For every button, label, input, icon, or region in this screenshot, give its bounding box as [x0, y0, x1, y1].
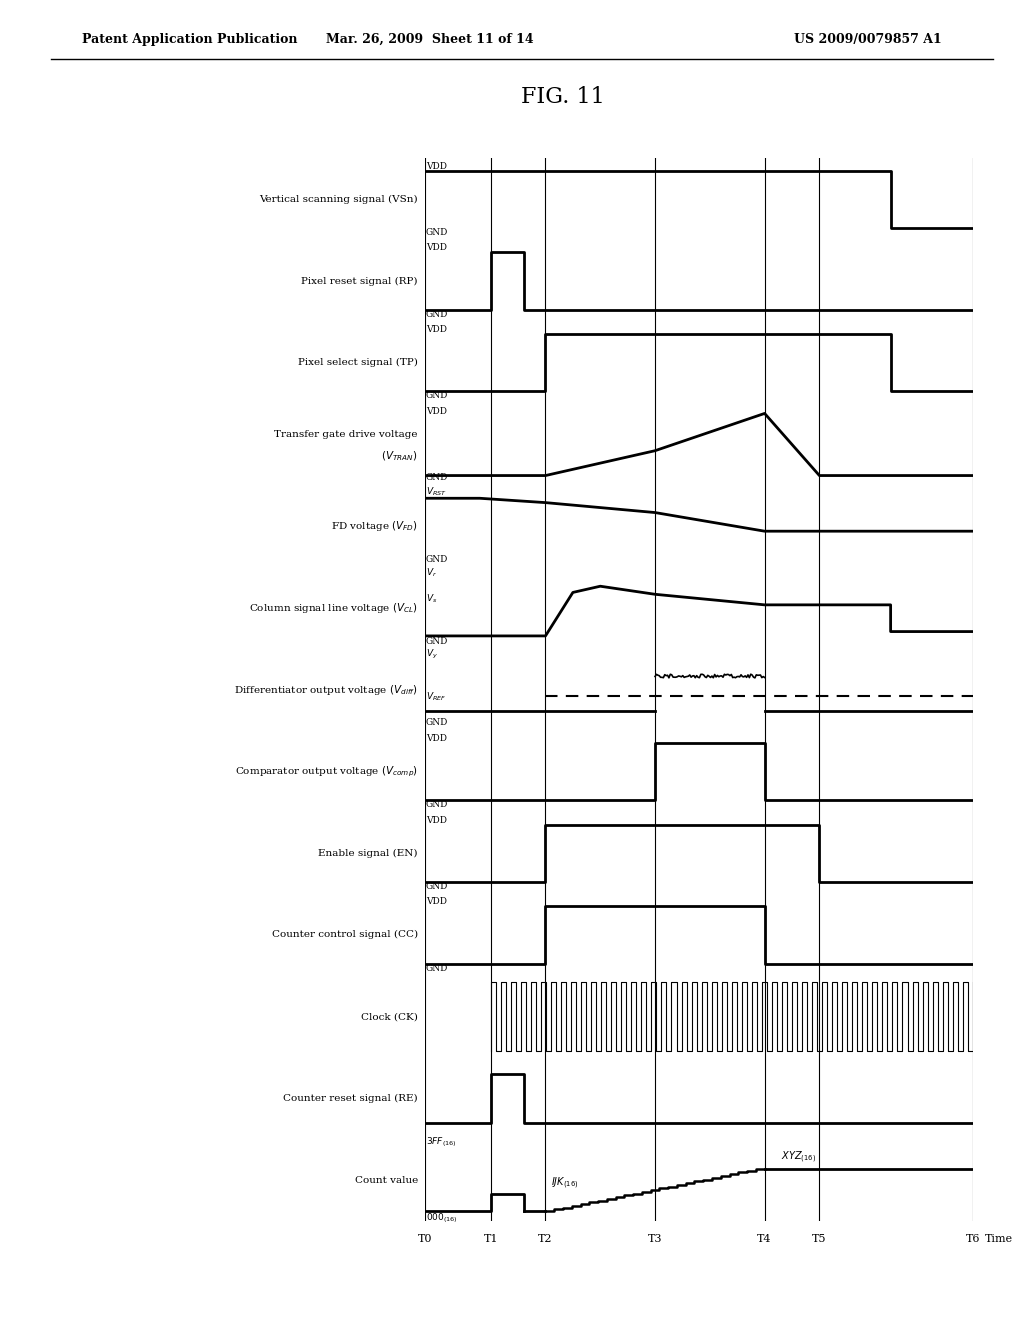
Text: Comparator output voltage $(V_{comp})$: Comparator output voltage $(V_{comp})$	[234, 764, 418, 779]
Text: $IJK_{(16)}$: $IJK_{(16)}$	[551, 1176, 579, 1191]
Text: Transfer gate drive voltage: Transfer gate drive voltage	[274, 430, 418, 440]
Text: Clock (CK): Clock (CK)	[360, 1012, 418, 1022]
Text: Vertical scanning signal (VSn): Vertical scanning signal (VSn)	[259, 195, 418, 203]
Text: $(V_{TRAN})$: $(V_{TRAN})$	[381, 450, 418, 463]
Text: FIG. 11: FIG. 11	[521, 86, 605, 108]
Text: Enable signal (EN): Enable signal (EN)	[318, 849, 418, 858]
Text: $V_{REF}$: $V_{REF}$	[426, 690, 446, 702]
Text: Counter control signal (CC): Counter control signal (CC)	[271, 931, 418, 940]
Text: Column signal line voltage $(V_{CL})$: Column signal line voltage $(V_{CL})$	[249, 601, 418, 615]
Text: GND: GND	[426, 473, 449, 482]
Text: GND: GND	[426, 310, 449, 318]
Text: Count value: Count value	[354, 1176, 418, 1184]
Text: VDD: VDD	[426, 407, 447, 416]
Text: $000_{(16)}$: $000_{(16)}$	[426, 1212, 458, 1225]
Text: US 2009/0079857 A1: US 2009/0079857 A1	[795, 33, 942, 46]
Text: VDD: VDD	[426, 325, 447, 334]
Text: VDD: VDD	[426, 243, 447, 252]
Text: GND: GND	[426, 718, 449, 727]
Text: $V_s$: $V_s$	[426, 593, 437, 605]
Text: Patent Application Publication: Patent Application Publication	[82, 33, 297, 46]
Text: $3FF_{(16)}$: $3FF_{(16)}$	[426, 1135, 457, 1150]
Text: T0: T0	[418, 1234, 432, 1245]
Text: Time: Time	[985, 1234, 1013, 1245]
Text: GND: GND	[426, 554, 449, 564]
Text: GND: GND	[426, 228, 449, 236]
Text: $V_y$: $V_y$	[426, 648, 438, 661]
Text: $XYZ_{(16)}$: $XYZ_{(16)}$	[781, 1150, 816, 1166]
Text: GND: GND	[426, 964, 449, 973]
Text: T2: T2	[539, 1234, 553, 1245]
Text: T3: T3	[648, 1234, 663, 1245]
Text: T1: T1	[483, 1234, 498, 1245]
Text: FD voltage $(V_{FD})$: FD voltage $(V_{FD})$	[331, 519, 418, 533]
Text: GND: GND	[426, 391, 449, 400]
Text: VDD: VDD	[426, 161, 447, 170]
Text: GND: GND	[426, 636, 449, 645]
Text: Counter reset signal (RE): Counter reset signal (RE)	[284, 1094, 418, 1104]
Text: $V_r$: $V_r$	[426, 566, 437, 579]
Text: VDD: VDD	[426, 816, 447, 825]
Text: Mar. 26, 2009  Sheet 11 of 14: Mar. 26, 2009 Sheet 11 of 14	[327, 33, 534, 46]
Text: VDD: VDD	[426, 898, 447, 907]
Text: GND: GND	[426, 800, 449, 809]
Text: GND: GND	[426, 882, 449, 891]
Text: Pixel select signal (TP): Pixel select signal (TP)	[298, 358, 418, 367]
Text: T4: T4	[758, 1234, 772, 1245]
Text: Differentiator output voltage $(V_{diff})$: Differentiator output voltage $(V_{diff}…	[234, 682, 418, 697]
Text: $V_{RST}$: $V_{RST}$	[426, 486, 446, 498]
Text: Pixel reset signal (RP): Pixel reset signal (RP)	[301, 276, 418, 285]
Text: VDD: VDD	[426, 734, 447, 743]
Text: T5: T5	[812, 1234, 826, 1245]
Text: T6: T6	[966, 1234, 980, 1245]
